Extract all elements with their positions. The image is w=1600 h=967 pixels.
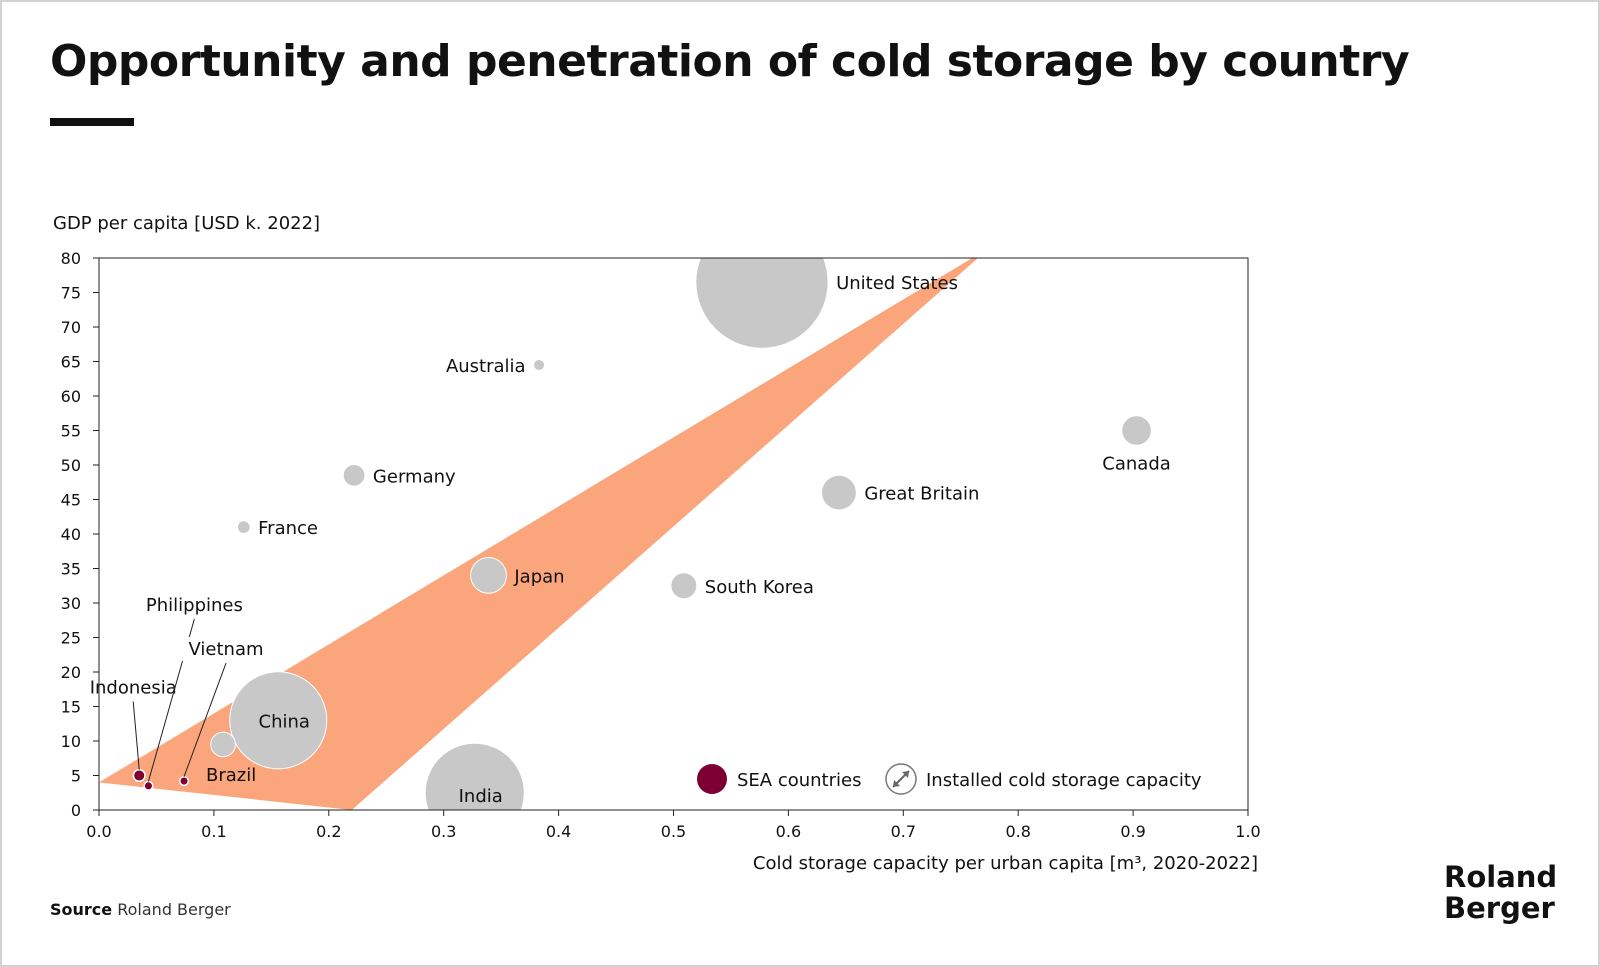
brand-logo: Roland Berger xyxy=(1444,862,1557,924)
y-tick-label: 45 xyxy=(61,491,81,510)
y-tick-label: 70 xyxy=(61,318,81,337)
label-japan: Japan xyxy=(513,566,564,587)
opportunity-band xyxy=(99,258,978,810)
legend-sea-label: SEA countries xyxy=(737,770,861,791)
y-tick-label: 0 xyxy=(71,801,81,820)
plot-layer xyxy=(99,258,1152,810)
source-text: Roland Berger xyxy=(117,900,231,919)
bubble-united-states xyxy=(695,258,829,349)
y-tick-label: 25 xyxy=(61,629,81,648)
bubble-great-britain xyxy=(821,474,857,511)
y-tick-label: 80 xyxy=(61,249,81,268)
x-tick-label: 0.0 xyxy=(86,822,111,841)
x-tick-label: 0.3 xyxy=(431,822,456,841)
y-tick-label: 5 xyxy=(71,767,81,786)
y-tick-label: 30 xyxy=(61,594,81,613)
label-great-britain: Great Britain xyxy=(864,484,979,505)
leader-line-vietnam xyxy=(183,662,227,777)
x-tick-label: 1.0 xyxy=(1235,822,1260,841)
y-axis-label: GDP per capita [USD k. 2022] xyxy=(53,213,321,234)
source-label: Source xyxy=(50,900,113,919)
label-australia: Australia xyxy=(446,356,526,377)
y-tick-label: 75 xyxy=(61,284,81,303)
label-bg-vietnam xyxy=(182,637,271,662)
y-tick-label: 50 xyxy=(61,456,81,475)
bubble-france xyxy=(236,520,251,534)
label-canada: Canada xyxy=(1102,453,1171,474)
label-france: France xyxy=(258,518,318,539)
label-germany: Germany xyxy=(373,466,456,487)
legend-sea-dot xyxy=(697,764,727,794)
y-tick-label: 55 xyxy=(61,422,81,441)
y-tick-label: 20 xyxy=(61,663,81,682)
label-philippines: Philippines xyxy=(146,595,243,616)
leader-line-indonesia xyxy=(132,701,140,770)
chart-legend: SEA countries Installed cold storage capa… xyxy=(697,763,1202,795)
y-tick-label: 10 xyxy=(61,732,81,751)
y-tick-label: 15 xyxy=(61,698,81,717)
x-tick-label: 0.5 xyxy=(661,822,686,841)
label-vietnam: Vietnam xyxy=(189,639,264,660)
bubble-brazil xyxy=(210,731,236,758)
bubble-australia xyxy=(533,358,546,371)
page-title: Opportunity and penetration of cold stor… xyxy=(50,36,1410,87)
y-tick-label: 65 xyxy=(61,353,81,372)
label-china: China xyxy=(259,711,310,732)
source-note: Source Roland Berger xyxy=(50,900,231,919)
x-tick-label: 0.2 xyxy=(316,822,341,841)
bubble-canada xyxy=(1121,415,1152,446)
y-tick-label: 35 xyxy=(61,560,81,579)
bubble-vietnam xyxy=(178,775,190,787)
x-axis-label: Cold storage capacity per urban capita [… xyxy=(752,853,1258,874)
logo-line-1: Roland xyxy=(1444,860,1558,894)
x-tick-label: 0.9 xyxy=(1120,822,1145,841)
bubble-india xyxy=(424,742,525,810)
x-tick-label: 0.7 xyxy=(891,822,916,841)
legend-size-label: Installed cold storage capacity xyxy=(926,770,1202,791)
y-tick-label: 40 xyxy=(61,525,81,544)
label-south-korea: South Korea xyxy=(705,577,814,598)
legend-arrow-head-2 xyxy=(893,780,900,787)
x-tick-label: 0.6 xyxy=(776,822,801,841)
x-tick-label: 0.8 xyxy=(1005,822,1030,841)
bubble-indonesia xyxy=(132,768,146,783)
title-underline xyxy=(50,118,134,126)
x-tick-label: 0.1 xyxy=(201,822,226,841)
label-indonesia: Indonesia xyxy=(90,678,177,699)
logo-line-2: Berger xyxy=(1444,891,1555,925)
label-united-states: United States xyxy=(836,273,958,294)
y-tick-label: 60 xyxy=(61,387,81,406)
bubble-philippines xyxy=(143,780,154,791)
label-india: India xyxy=(459,786,503,807)
bubble-germany xyxy=(342,463,366,487)
x-tick-label: 0.4 xyxy=(546,822,571,841)
bubble-china xyxy=(229,671,328,770)
bubble-south-korea xyxy=(670,572,698,600)
label-brazil: Brazil xyxy=(206,765,256,786)
bubble-japan xyxy=(470,557,507,594)
legend-arrow-head-1 xyxy=(902,771,909,778)
